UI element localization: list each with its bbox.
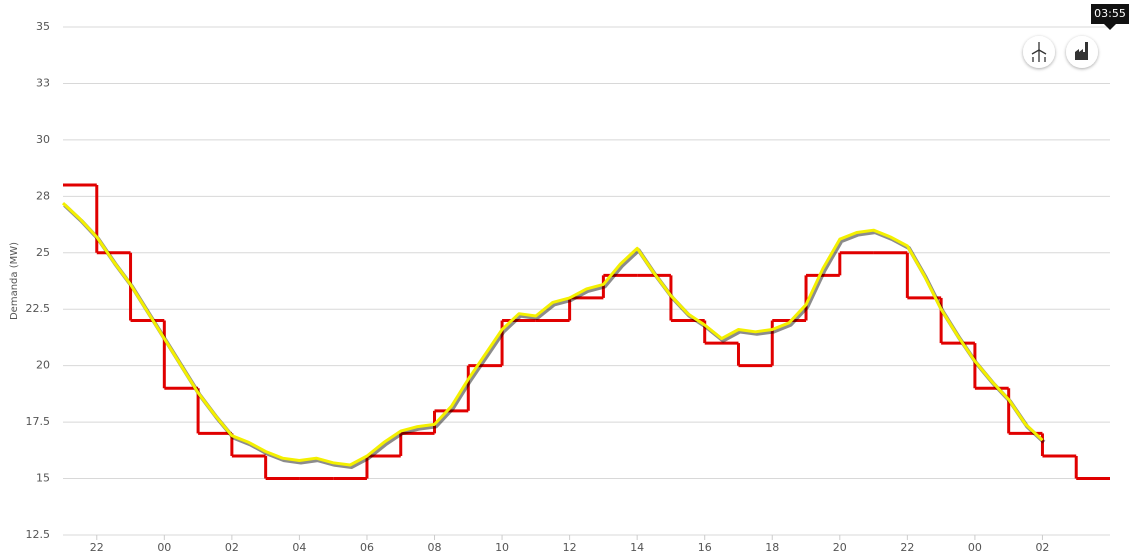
x-tick-label: 18 bbox=[765, 541, 779, 554]
y-tick-label: 25 bbox=[36, 246, 50, 259]
tooltip-text: 03:55 bbox=[1094, 7, 1126, 20]
y-tick-label: 17.5 bbox=[26, 415, 51, 428]
x-tick-label: 16 bbox=[698, 541, 712, 554]
grid-layer bbox=[63, 26, 1110, 540]
wind-button[interactable] bbox=[1023, 36, 1055, 68]
tooltip-pointer bbox=[1104, 24, 1116, 30]
x-tick-label: 00 bbox=[157, 541, 171, 554]
x-tick-label: 12 bbox=[563, 541, 577, 554]
y-tick-label: 20 bbox=[36, 359, 50, 372]
mark-layer bbox=[61, 183, 1110, 481]
x-tick-label: 06 bbox=[360, 541, 374, 554]
y-tick-label: 22.5 bbox=[26, 302, 51, 315]
factory-button[interactable] bbox=[1066, 36, 1098, 68]
y-axis-label: Demanda (MW) bbox=[9, 242, 20, 320]
y-tick-label: 30 bbox=[36, 133, 50, 146]
x-tick-label: 22 bbox=[90, 541, 104, 554]
x-tick-label: 02 bbox=[1035, 541, 1049, 554]
x-tick-label: 02 bbox=[225, 541, 239, 554]
x-tick-label: 22 bbox=[900, 541, 914, 554]
y-tick-label: 15 bbox=[36, 472, 50, 485]
x-tick-label: 08 bbox=[428, 541, 442, 554]
factory-icon bbox=[1075, 42, 1088, 60]
tooltip-box bbox=[1091, 4, 1129, 24]
line-shadow bbox=[63, 203, 1046, 469]
tooltip: 03:55 bbox=[1091, 4, 1129, 30]
y-tick-label: 12.5 bbox=[26, 528, 51, 541]
x-tick-label: 10 bbox=[495, 541, 509, 554]
x-tick-label: 14 bbox=[630, 541, 644, 554]
x-tick-label: 04 bbox=[292, 541, 306, 554]
y-tick-label: 33 bbox=[36, 76, 50, 89]
x-tick-label: 20 bbox=[833, 541, 847, 554]
y-tick-label: 28 bbox=[36, 189, 50, 202]
y-tick-label: 35 bbox=[36, 20, 50, 33]
data-line bbox=[61, 202, 1044, 467]
wind-icon bbox=[1031, 42, 1047, 62]
x-tick-label: 00 bbox=[968, 541, 982, 554]
